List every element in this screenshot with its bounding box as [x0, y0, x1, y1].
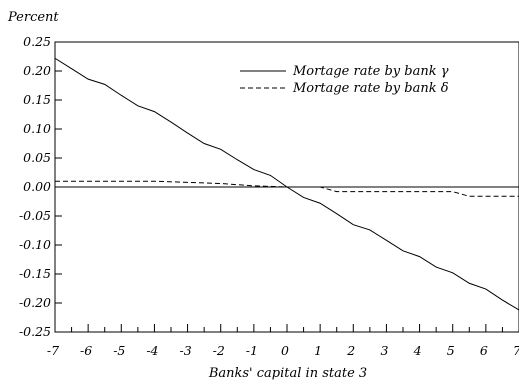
legend: Mortage rate by bank γ Mortage rate by ba…: [240, 64, 449, 96]
y-tick-label: -0.25: [19, 324, 51, 339]
legend-label: Mortage rate by bank δ: [292, 81, 449, 96]
y-tick-label: 0.25: [23, 34, 51, 49]
x-tick-label: 6: [480, 343, 488, 358]
series-layer: [55, 58, 519, 310]
x-tick-label: -2: [213, 343, 225, 358]
x-tick-label: -6: [80, 343, 92, 358]
y-tick-label: 0.00: [23, 179, 51, 194]
x-tick-label: 3: [380, 343, 388, 358]
y-tick-label: 0.10: [23, 121, 51, 136]
y-tick-label: 0.05: [23, 150, 51, 165]
x-tick-label: -1: [246, 343, 258, 358]
x-tick-label: -7: [47, 343, 59, 358]
x-axis-ticks: -7 -6 -5 -4 -3 -2 -1 0 1 2 3 4 5 6 7: [47, 324, 519, 358]
x-tick-label: 0: [281, 343, 289, 358]
x-tick-label: -4: [146, 343, 158, 358]
legend-label: Mortage rate by bank γ: [292, 64, 449, 79]
y-tick-label: -0.10: [19, 237, 51, 252]
series-line-bank-gamma: [55, 58, 519, 310]
y-axis-title: Percent: [7, 10, 59, 25]
x-tick-label: -3: [179, 343, 191, 358]
x-tick-label: 2: [346, 343, 355, 358]
x-axis-title: Banks' capital in state 3: [208, 366, 367, 381]
x-tick-label: 5: [447, 343, 455, 358]
y-tick-label: 0.20: [23, 63, 51, 78]
x-tick-label: 1: [314, 343, 322, 358]
series-line-bank-delta: [55, 181, 519, 196]
x-tick-label: 7: [513, 343, 519, 358]
x-tick-label: 4: [413, 343, 422, 358]
y-tick-label: -0.15: [19, 266, 51, 281]
y-tick-label: -0.20: [19, 295, 51, 310]
y-tick-label: -0.05: [19, 208, 51, 223]
x-tick-label: -5: [113, 343, 125, 358]
y-tick-label: 0.15: [23, 92, 51, 107]
